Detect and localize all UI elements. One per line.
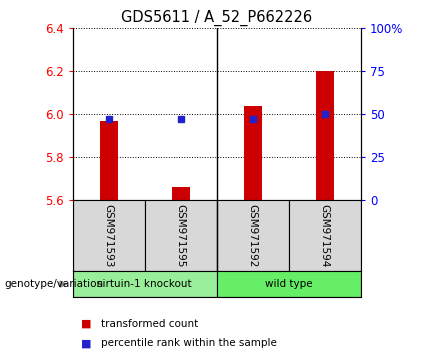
Bar: [217, 200, 289, 271]
Text: GSM971593: GSM971593: [104, 204, 114, 267]
Bar: [244, 105, 262, 200]
Text: GSM971595: GSM971595: [176, 204, 186, 267]
Text: transformed count: transformed count: [101, 319, 198, 329]
Text: ■: ■: [81, 338, 92, 348]
Text: GSM971594: GSM971594: [320, 204, 330, 267]
Bar: [73, 271, 217, 297]
Bar: [73, 200, 145, 271]
Bar: [145, 200, 217, 271]
Bar: [289, 200, 361, 271]
Title: GDS5611 / A_52_P662226: GDS5611 / A_52_P662226: [121, 9, 312, 25]
Text: percentile rank within the sample: percentile rank within the sample: [101, 338, 277, 348]
Text: ■: ■: [81, 319, 92, 329]
Bar: [217, 271, 361, 297]
Bar: [99, 121, 117, 200]
Text: wild type: wild type: [265, 279, 312, 289]
Text: GSM971592: GSM971592: [248, 204, 258, 267]
Bar: [172, 187, 190, 200]
Bar: [316, 71, 334, 200]
Text: genotype/variation: genotype/variation: [4, 279, 103, 289]
Text: sirtuin-1 knockout: sirtuin-1 knockout: [97, 279, 192, 289]
